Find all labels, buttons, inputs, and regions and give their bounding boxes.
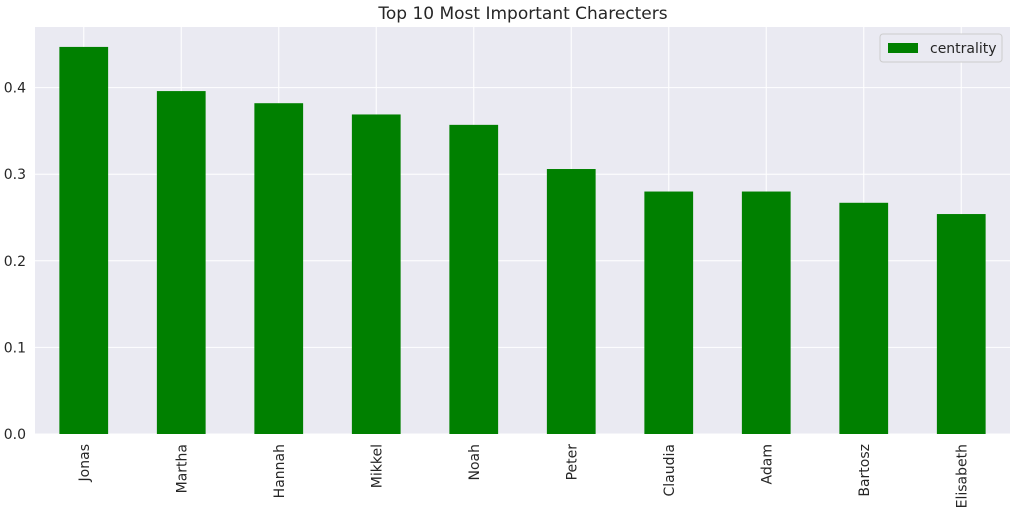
legend: centrality (879, 33, 1003, 63)
bar-adam (741, 191, 791, 434)
y-axis-ticks: 0.0 0.1 0.2 0.3 0.4 (4, 81, 26, 443)
chart-title: Top 10 Most Important Charecters (377, 4, 667, 24)
x-tick-label: Elisabeth (954, 444, 970, 508)
bar-claudia (644, 191, 694, 434)
x-tick-label: Bartosz (857, 444, 873, 497)
bar-bartosz (839, 202, 889, 434)
x-tick-label: Jonas (77, 444, 93, 482)
bar-noah (449, 124, 499, 434)
x-tick-label: Claudia (662, 444, 678, 496)
legend-swatch (888, 43, 918, 53)
x-tick-label: Hannah (272, 444, 288, 498)
legend-box (879, 33, 1003, 63)
x-tick-label: Peter (564, 444, 580, 481)
bar-mikkel (351, 114, 401, 434)
y-tick-label: 0.3 (4, 167, 26, 183)
x-tick-label: Martha (174, 444, 190, 493)
bar-jonas (59, 46, 109, 434)
x-tick-label: Noah (467, 444, 483, 481)
y-tick-label: 0.0 (4, 427, 26, 443)
y-tick-label: 0.2 (4, 254, 26, 270)
x-tick-label: Mikkel (369, 444, 385, 488)
bar-peter (546, 169, 596, 434)
bar-martha (156, 91, 206, 435)
bars (59, 46, 986, 435)
x-tick-label: Adam (759, 444, 775, 484)
bar-hannah (254, 103, 304, 434)
y-tick-label: 0.4 (4, 81, 26, 97)
x-axis-ticks: Jonas Martha Hannah Mikkel Noah Peter Claudia A… (77, 444, 971, 509)
legend-label: centrality (930, 41, 997, 57)
y-tick-label: 0.1 (4, 340, 26, 356)
bar-elisabeth (936, 214, 986, 434)
